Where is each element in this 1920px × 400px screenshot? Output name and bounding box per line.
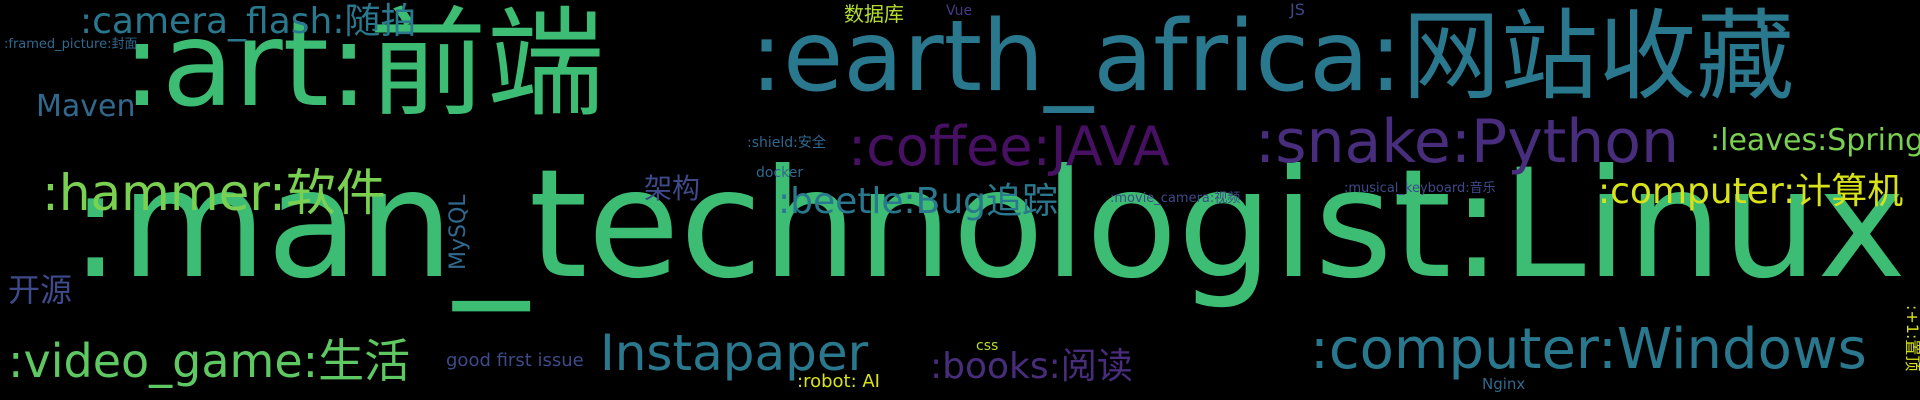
word-computer-calculator: :computer:计算机 (1598, 171, 1904, 212)
word-good-first-issue: good first issue (446, 350, 584, 371)
word-architecture: 架构 (644, 172, 701, 205)
word-shield-security: :shield:安全 (747, 135, 826, 151)
word-leaves-spring: :leaves:Spring (1710, 123, 1920, 158)
word-man-technologist-linux: :man_technologist:Linux (70, 138, 1907, 312)
word-coffee-java: :coffee:JAVA (848, 115, 1170, 178)
word-maven: Maven (36, 89, 136, 124)
word-movie-camera-video: :movie_camera:视频 (1110, 191, 1241, 206)
word-musical-keyboard-music: :musical_keyboard:音乐 (1344, 181, 1496, 196)
word-database: 数据库 (844, 2, 904, 26)
word-camera-flash-snap: :camera_flash:随拍 (80, 1, 417, 42)
word-books-reading: :books:阅读 (930, 346, 1133, 387)
word-plus-one-pin-top: :+1:置顶 (1903, 305, 1920, 372)
word-art-frontend: :art:前端 (122, 0, 605, 133)
word-hammer-software: :hammer:软件 (42, 164, 386, 222)
word-mysql: MySQL (446, 194, 471, 270)
word-video-game-life: :video_game:生活 (8, 334, 411, 388)
word-docker: docker (756, 165, 804, 181)
word-robot-ai: :robot: AI (797, 371, 880, 392)
word-js: JS (1290, 0, 1305, 19)
word-computer-windows: :computer:Windows (1310, 317, 1867, 382)
word-snake-python: :snake:Python (1255, 107, 1679, 177)
word-earth-africa-bookmarks: :earth_africa:网站收藏 (750, 0, 1795, 114)
word-framed-picture-cover: :framed_picture:封面 (4, 37, 138, 52)
word-instapaper: Instapaper (600, 324, 869, 382)
word-css: css (976, 338, 999, 354)
word-open-source: 开源 (8, 271, 73, 309)
word-nginx: Nginx (1482, 375, 1526, 393)
word-vue: Vue (946, 3, 973, 19)
word-beetle-bug: :beetle:Bug追踪 (778, 181, 1059, 222)
